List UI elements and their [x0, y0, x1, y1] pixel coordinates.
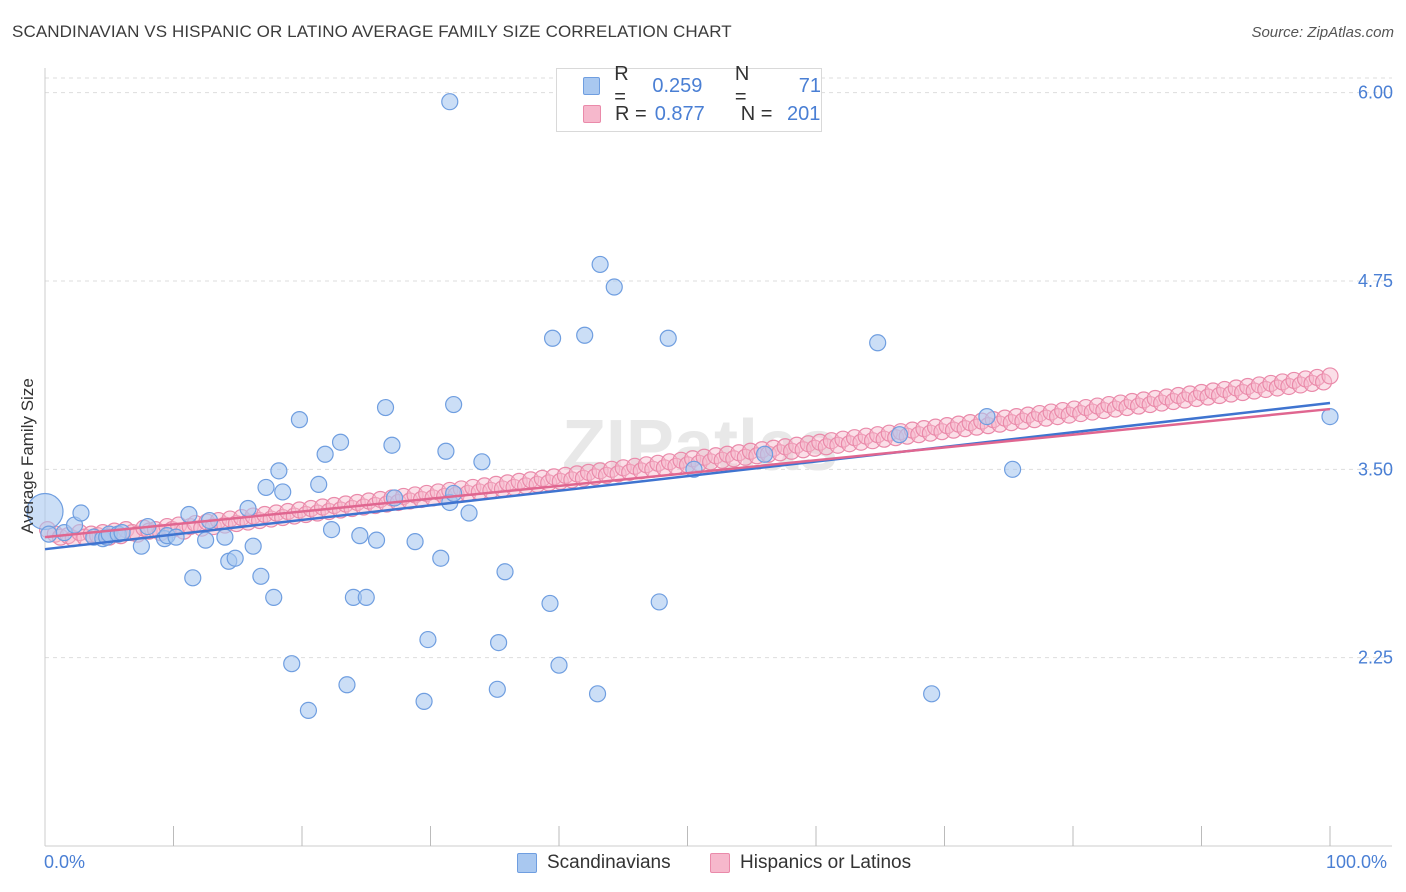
scandinavians-swatch [583, 77, 601, 95]
scandinavian-point [376, 398, 395, 417]
hispanics-legend-swatch [710, 853, 730, 873]
scandinavian-point [978, 408, 996, 426]
scandinavian-point [1321, 408, 1339, 426]
scandinavian-point [650, 593, 668, 611]
scandinavian-point [239, 499, 257, 518]
scandinavian-point [605, 278, 623, 296]
n-value: 201 [787, 102, 821, 125]
legend-row-scandinavians: R = 0.259 N = 71 [557, 63, 821, 108]
trendlines [44, 401, 1331, 551]
scandinavian-point [274, 483, 292, 501]
y-tick-label: 4.75 [1358, 271, 1393, 291]
scandinavian-point [591, 255, 609, 274]
hispanic-point [1321, 367, 1339, 385]
scandinavian-point [550, 656, 568, 674]
scandinavian-point [490, 633, 508, 652]
scandinavian-point [72, 504, 90, 522]
scandinavian-point [283, 655, 301, 673]
scandinavian-point [588, 685, 607, 703]
correlation-legend: R = 0.259 N = 71 R = 0.877 N = 201 [556, 63, 822, 132]
source-label: Source: ZipAtlas.com [1251, 24, 1394, 41]
n-label: N = [734, 63, 750, 108]
scandinavian-point [216, 528, 234, 546]
scandinavian-point [244, 537, 262, 555]
scandinavians-legend-swatch [517, 853, 537, 873]
y-tick-labels: 2.25 3.50 4.75 6.00 [1358, 83, 1393, 668]
scandinavian-point [473, 453, 491, 471]
n-label: N = [740, 102, 773, 125]
r-value: 0.259 [652, 74, 703, 97]
scandinavian-point [383, 436, 401, 454]
scandinavian-point [1004, 460, 1022, 478]
scandinavian-point [299, 701, 318, 720]
scandinavian-point [252, 567, 270, 585]
scandinavian-point [270, 462, 288, 480]
scandinavian-point [322, 520, 341, 539]
scandinavian-point [923, 685, 941, 703]
scandinavian-point [460, 504, 478, 522]
y-tick-label: 6.00 [1358, 83, 1393, 103]
hispanic-point [1314, 373, 1333, 391]
hispanics-trendline [44, 407, 1331, 539]
scandinavian-point [167, 528, 185, 546]
scandinavian-point [755, 445, 774, 463]
scandinavian-point [367, 531, 386, 549]
scandinavian-point [197, 531, 215, 549]
scandinavian-point [415, 692, 433, 710]
y-axis-label: Average Family Size [18, 378, 37, 534]
scandinavian-point [316, 445, 334, 463]
scandinavian-point [437, 442, 455, 460]
scandinavian-point [226, 549, 244, 567]
scandinavian-point [184, 569, 202, 587]
scandinavian-point [890, 426, 909, 444]
scandinavian-point [659, 329, 677, 347]
scandinavian-point [496, 563, 514, 581]
scandinavian-point [257, 478, 275, 497]
gridlines [45, 77, 1392, 659]
scandinavian-point [338, 676, 356, 694]
scandinavian-point [310, 475, 328, 493]
hispanics-swatch [583, 105, 601, 123]
scandinavian-point [265, 588, 283, 607]
bottom-legend-scandinavians: Scandinavians [517, 852, 671, 874]
scandinavian-point [331, 433, 350, 451]
legend-row-hispanics: R = 0.877 N = 201 [557, 101, 820, 127]
axes [44, 68, 1392, 847]
scandinavian-point [441, 93, 459, 111]
scandinavian-point [419, 630, 437, 649]
scandinavians-trendline [44, 401, 1331, 551]
y-tick-label: 3.50 [1358, 459, 1393, 479]
r-label: R = [614, 63, 629, 108]
scandinavian-point [113, 524, 131, 542]
scandinavian-point [543, 329, 562, 347]
scandinavians-legend-label: Scandinavians [547, 852, 671, 873]
scandinavian-point [445, 484, 463, 503]
scandinavian-point [445, 395, 463, 414]
y-tick-label: 2.25 [1358, 648, 1393, 668]
x-axis-min-label: 0.0% [44, 852, 86, 872]
scandinavian-point [132, 537, 150, 555]
r-label: R = [615, 102, 647, 125]
x-axis-max-label: 100.0% [1326, 852, 1388, 872]
r-value: 0.877 [654, 102, 705, 125]
scandinavian-point [488, 680, 506, 698]
chart-title: SCANDINAVIAN VS HISPANIC OR LATINO AVERA… [12, 22, 732, 41]
scandinavian-point [180, 505, 198, 524]
scandinavian-point [290, 411, 309, 429]
scandinavian-point [541, 594, 559, 613]
scandinavian-point [432, 549, 450, 567]
n-value: 71 [798, 74, 821, 97]
hispanics-legend-label: Hispanics or Latinos [740, 852, 912, 873]
series-hispanics-or-latinos [38, 367, 1339, 548]
scandinavian-point [576, 326, 594, 344]
scandinavian-point [357, 588, 375, 607]
scandinavian-point [40, 525, 58, 543]
bottom-legend-hispanics: Hispanics or Latinos [710, 852, 911, 874]
scandinavian-point [351, 527, 369, 545]
scandinavian-point [869, 334, 887, 352]
scandinavian-point [406, 533, 424, 551]
